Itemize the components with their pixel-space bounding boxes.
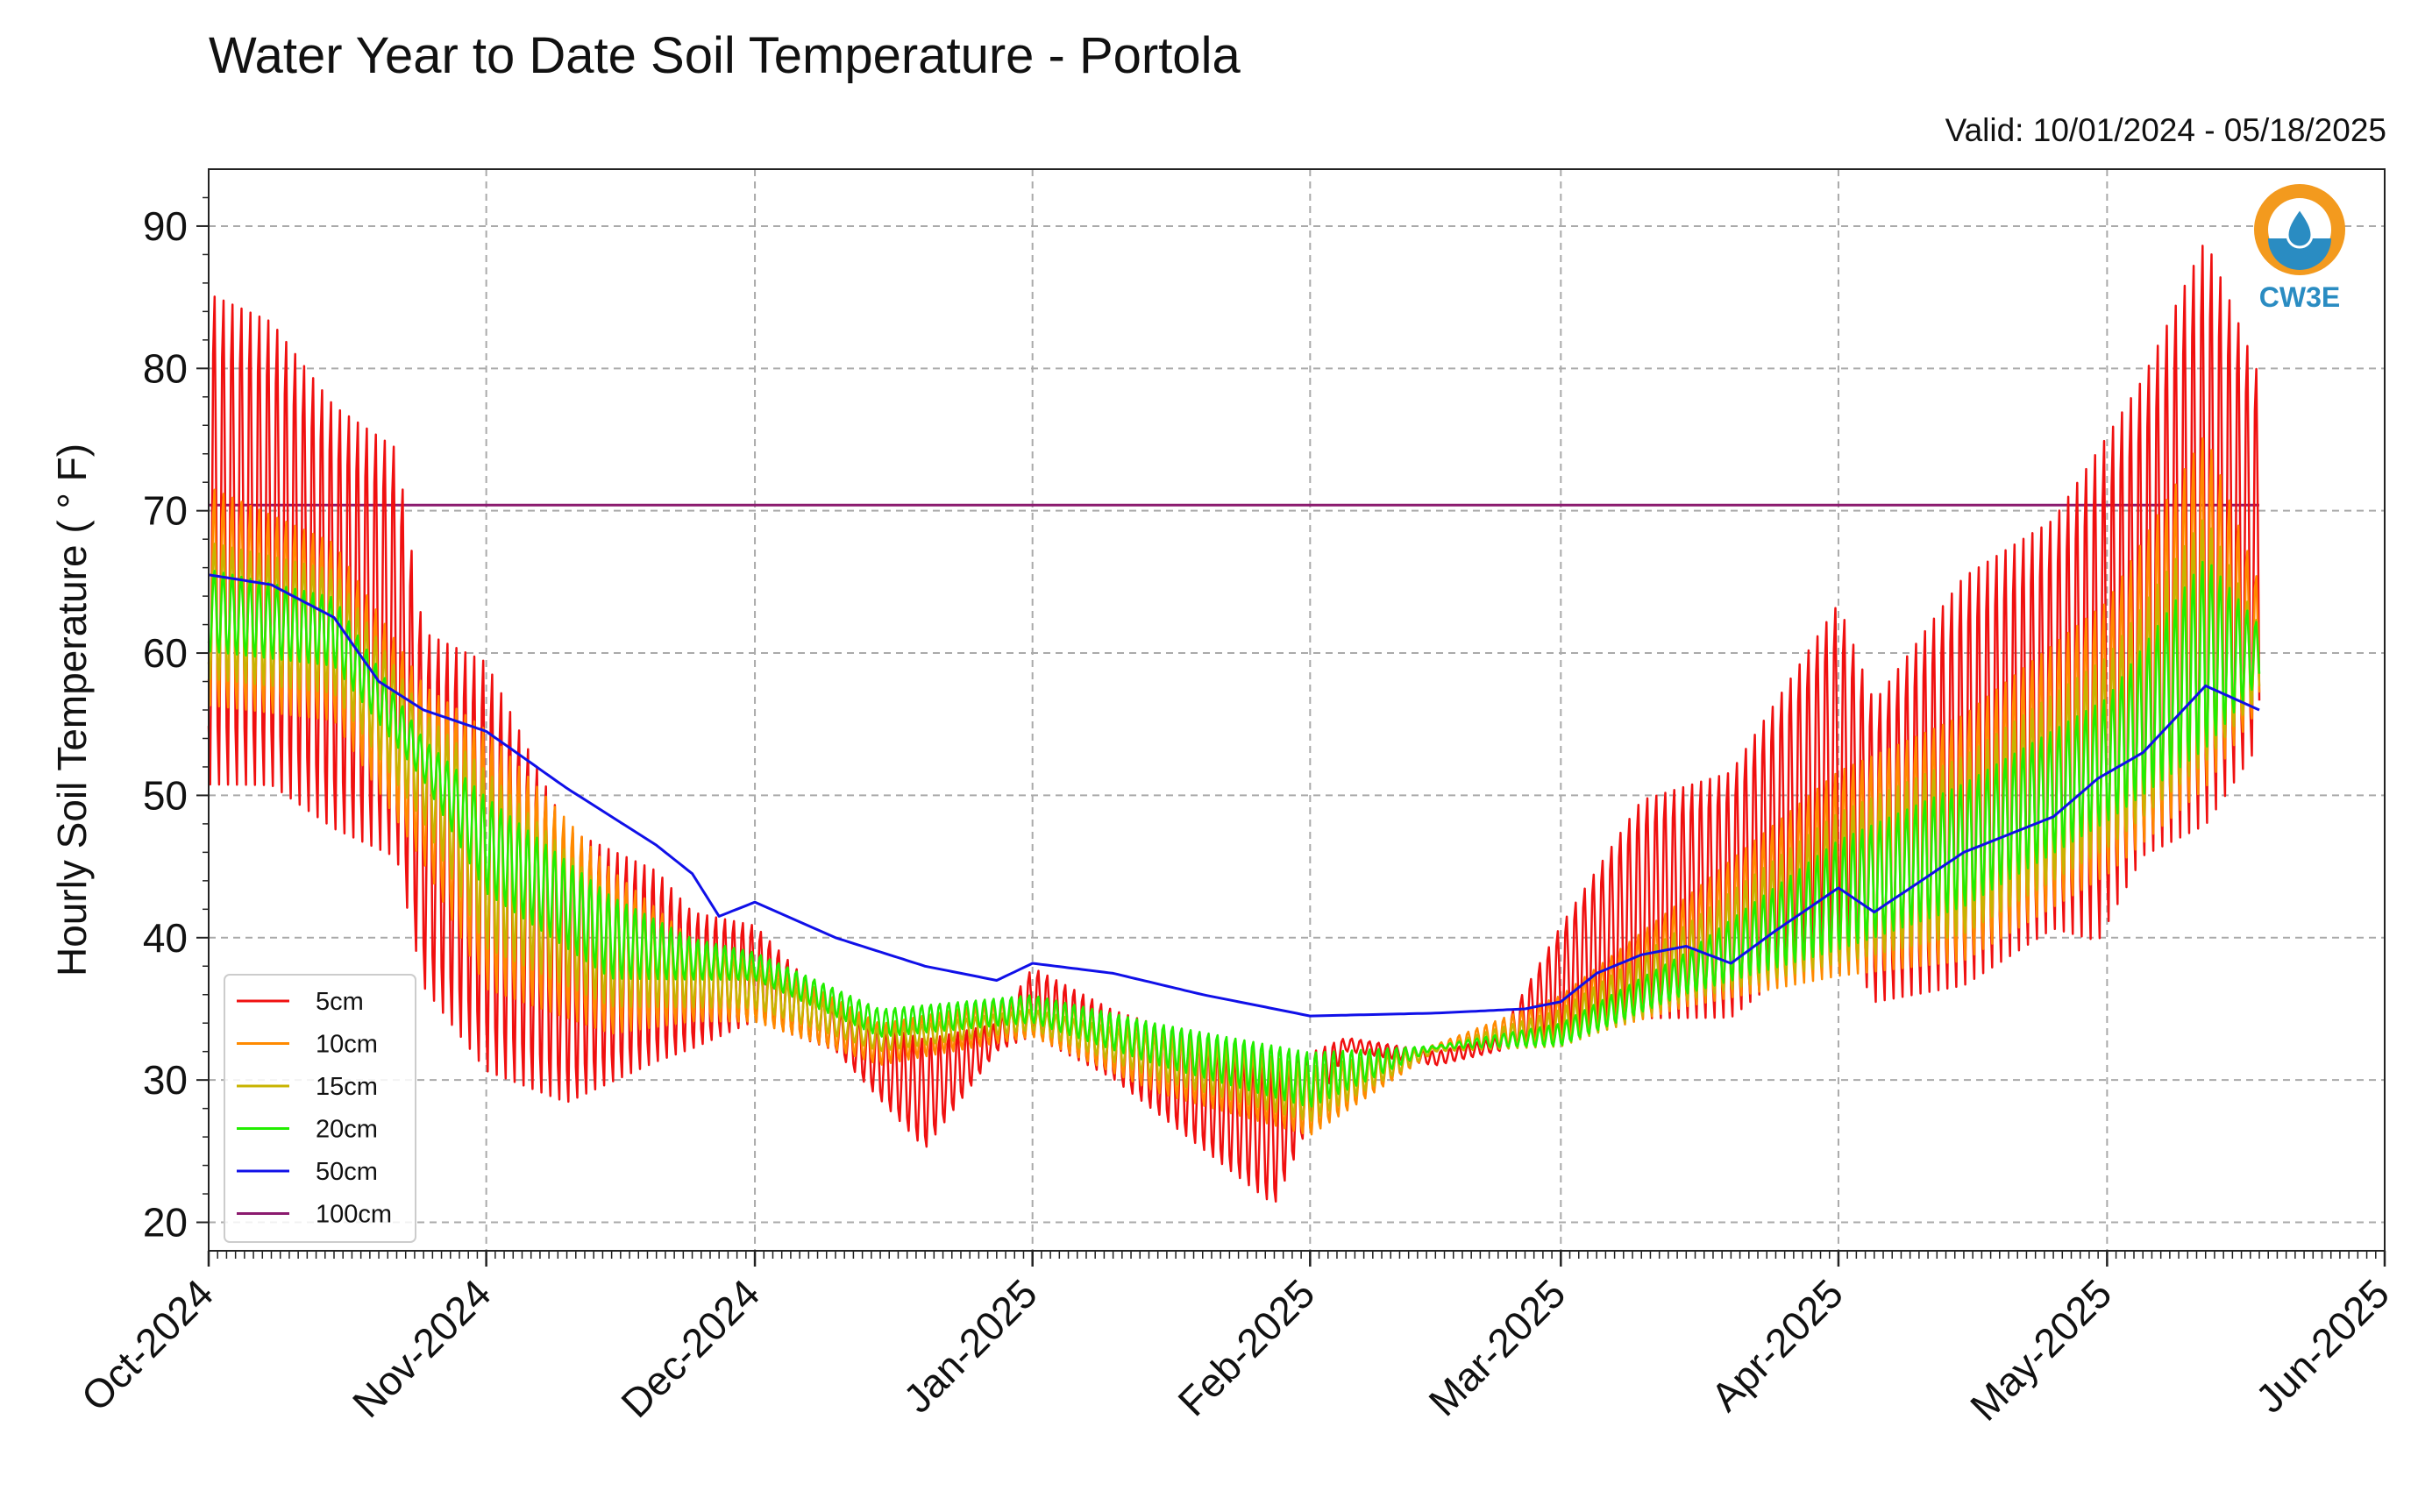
y-tick-label: 60 xyxy=(143,630,188,676)
x-tick-label: Mar-2025 xyxy=(1419,1270,1574,1424)
x-tick-label: Feb-2025 xyxy=(1169,1270,1323,1424)
x-tick-label: Jun-2025 xyxy=(2247,1270,2398,1421)
cw3e-logo: CW3E xyxy=(2254,184,2345,313)
legend-box xyxy=(224,974,416,1243)
y-axis: 20 30 40 50 60 70 80 90 xyxy=(143,196,209,1246)
series-line-50cm xyxy=(208,573,2260,1018)
y-axis-label: Hourly Soil Temperature ( ° F) xyxy=(49,444,95,976)
legend: 5cm 10cm 15cm 20cm 50cm 100cm xyxy=(224,974,416,1243)
legend-label: 5cm xyxy=(316,988,364,1016)
y-tick-label: 70 xyxy=(143,488,188,534)
y-tick-label: 30 xyxy=(143,1057,188,1103)
x-axis: Oct-2024 Nov-2024 Dec-2024 Jan-2025 Feb-2025… xyxy=(73,1251,2398,1430)
series-line-20cm xyxy=(207,560,2261,1108)
y-tick-label: 80 xyxy=(143,345,188,391)
series-50cm xyxy=(208,573,2260,1018)
y-tick-label: 50 xyxy=(143,772,188,818)
x-tick-label: May-2025 xyxy=(1961,1270,2120,1429)
logo-water xyxy=(2268,238,2331,270)
series-layer xyxy=(207,245,2261,1203)
legend-label: 100cm xyxy=(316,1201,392,1229)
y-tick-label: 90 xyxy=(143,203,188,249)
x-tick-label: Dec-2024 xyxy=(612,1270,768,1426)
x-tick-label: Jan-2025 xyxy=(894,1270,1045,1421)
legend-label: 15cm xyxy=(316,1073,378,1101)
y-tick-label: 20 xyxy=(143,1200,188,1246)
legend-label: 20cm xyxy=(316,1116,378,1144)
logo-text: CW3E xyxy=(2259,281,2340,313)
chart-title: Water Year to Date Soil Temperature - Po… xyxy=(209,27,1241,84)
x-tick-label: Apr-2025 xyxy=(1702,1270,1852,1420)
water-drop-logo-icon xyxy=(2286,206,2314,249)
legend-label: 50cm xyxy=(316,1158,378,1186)
legend-label: 10cm xyxy=(316,1031,378,1059)
series-20cm xyxy=(207,560,2261,1108)
x-tick-label: Oct-2024 xyxy=(73,1270,223,1420)
x-tick-label: Nov-2024 xyxy=(344,1270,500,1426)
y-tick-label: 40 xyxy=(143,915,188,961)
valid-date-range: Valid: 10/01/2024 - 05/18/2025 xyxy=(1945,112,2386,148)
